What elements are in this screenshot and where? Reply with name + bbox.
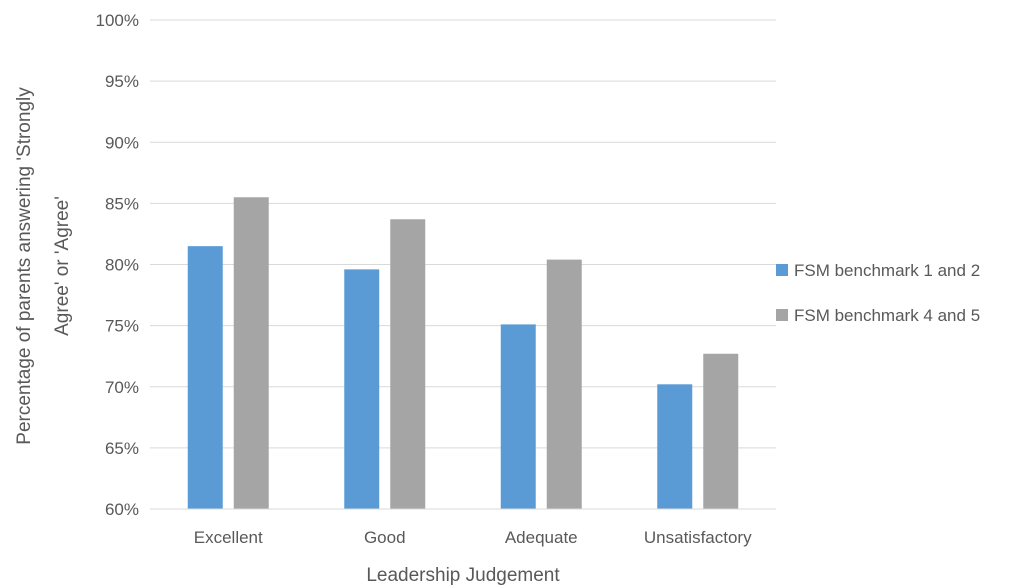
bars	[188, 197, 739, 509]
x-tick-labels: Excellent Good Adequate Unsatisfactory	[194, 528, 752, 547]
bar-adequate-series-2	[547, 260, 582, 509]
legend: FSM benchmark 1 and 2 FSM benchmark 4 an…	[776, 261, 980, 325]
x-axis-title: Leadership Judgement	[366, 565, 560, 586]
y-tick-label: 95%	[105, 72, 139, 91]
y-tick-label: 70%	[105, 378, 139, 397]
bar-adequate-series-1	[501, 324, 536, 509]
y-tick-label: 85%	[105, 194, 139, 213]
x-tick-label: Unsatisfactory	[644, 528, 752, 547]
legend-label-series-2: FSM benchmark 4 and 5	[794, 306, 980, 325]
legend-swatch-series-1	[776, 264, 788, 276]
y-tick-label: 90%	[105, 133, 139, 152]
y-axis-title-line-1: Percentage of parents answering 'Strongl…	[14, 87, 35, 445]
bar-good-series-2	[390, 219, 425, 509]
x-tick-label: Adequate	[505, 528, 578, 547]
y-tick-label: 100%	[96, 11, 139, 30]
x-tick-label: Excellent	[194, 528, 263, 547]
bar-excellent-series-2	[234, 197, 269, 509]
bar-excellent-series-1	[188, 246, 223, 509]
bar-unsatisfactory-series-1	[657, 384, 692, 509]
legend-label-series-1: FSM benchmark 1 and 2	[794, 261, 980, 280]
bar-unsatisfactory-series-2	[703, 354, 738, 509]
y-tick-label: 60%	[105, 500, 139, 519]
bar-good-series-1	[344, 269, 379, 509]
y-tick-label: 75%	[105, 317, 139, 336]
y-tick-label: 65%	[105, 439, 139, 458]
y-axis-title: Percentage of parents answering 'Strongl…	[14, 87, 73, 445]
legend-swatch-series-2	[776, 309, 788, 321]
y-axis-title-line-2: Agree' or 'Agree'	[52, 196, 73, 336]
y-tick-label: 80%	[105, 256, 139, 275]
x-tick-label: Good	[364, 528, 406, 547]
y-tick-labels: 60% 65% 70% 75% 80% 85% 90% 95% 100%	[96, 11, 139, 519]
